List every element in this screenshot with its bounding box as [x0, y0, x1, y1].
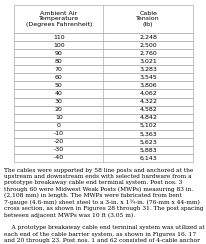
Text: The cables were supported by 58 line posts and anchored at the upstream and down: The cables were supported by 58 line pos…	[4, 168, 204, 244]
